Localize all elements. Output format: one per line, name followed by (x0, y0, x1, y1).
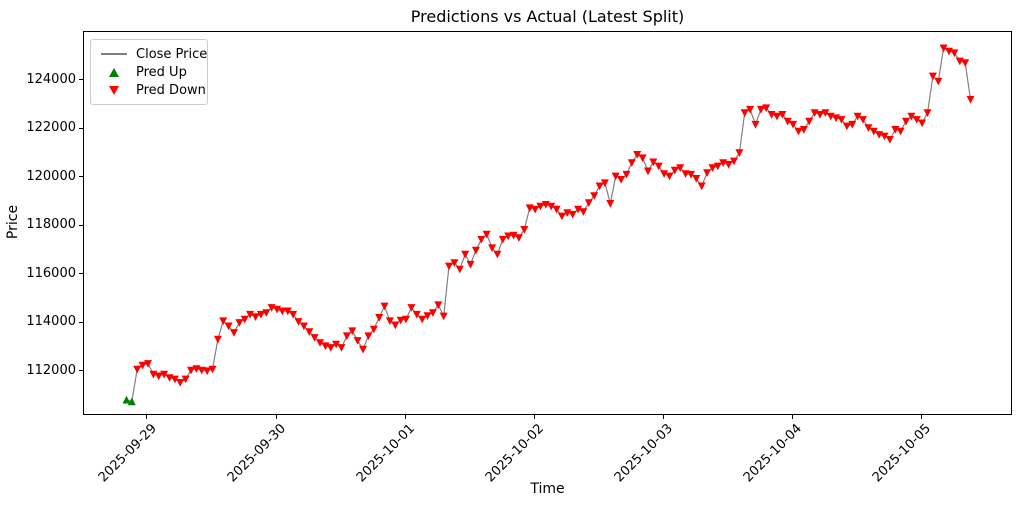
y-tick-mark (79, 79, 83, 80)
y-tick-label: 120000 (26, 168, 76, 184)
y-tick-mark (79, 321, 83, 323)
y-tick-label: 122000 (26, 120, 76, 136)
x-tick-mark (404, 415, 406, 419)
triangle-down-icon (109, 85, 119, 95)
y-tick-mark (79, 127, 83, 129)
x-tick-mark (275, 415, 277, 419)
y-tick-mark (79, 176, 83, 178)
triangle-up-icon (109, 67, 119, 77)
x-tick-mark (791, 415, 793, 419)
legend-label-close-price: Close Price (136, 46, 208, 62)
legend: Close Price Pred Up Pred Down (90, 39, 208, 105)
plot-area: Close Price Pred Up Pred Down (83, 31, 1012, 415)
y-tick-label: 118000 (26, 217, 76, 233)
y-tick-mark (79, 273, 83, 275)
y-tick-label: 116000 (26, 265, 76, 281)
legend-label-pred-up: Pred Up (136, 64, 187, 80)
legend-item-pred-down: Pred Down (99, 81, 206, 99)
down-swatch (99, 85, 129, 95)
legend-label-pred-down: Pred Down (136, 82, 206, 98)
y-tick-label: 112000 (26, 362, 76, 378)
x-tick-mark (662, 415, 664, 419)
legend-item-pred-up: Pred Up (99, 63, 199, 81)
y-tick-mark (79, 370, 83, 372)
x-axis-label: Time (530, 481, 565, 497)
x-tick-mark (533, 415, 535, 419)
up-swatch (99, 67, 129, 77)
pred-down-markers (133, 44, 975, 387)
close-price-line-icon (101, 53, 127, 55)
y-tick-label: 124000 (26, 71, 76, 87)
line-swatch (99, 53, 129, 55)
close-price-line (126, 47, 972, 403)
pred-up-markers (122, 395, 136, 406)
chart-canvas (122, 44, 975, 406)
x-tick-mark (920, 415, 922, 419)
x-tick-mark (146, 415, 148, 419)
y-tick-label: 114000 (26, 314, 76, 330)
chart-title: Predictions vs Actual (Latest Split) (410, 7, 685, 26)
y-tick-mark (79, 224, 83, 226)
legend-item-close-price: Close Price (99, 45, 207, 63)
